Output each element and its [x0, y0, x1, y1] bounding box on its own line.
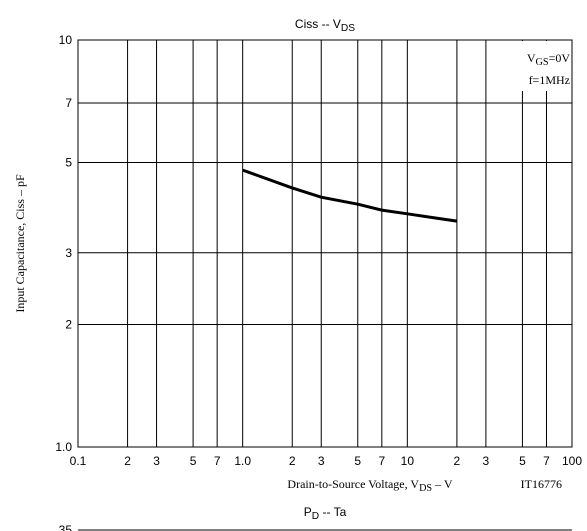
annotation-part: GS	[536, 57, 549, 68]
x-axis-label: Drain-to-Source Voltage, VDS – V	[287, 477, 452, 494]
chart-title-part: D	[312, 511, 319, 522]
x-tick-label: 5	[190, 454, 197, 468]
legend-box	[494, 41, 571, 91]
chart-title-part: -- Ta	[319, 505, 346, 519]
x-tick-label: 7	[214, 454, 221, 468]
y-tick-label: 2	[65, 317, 72, 331]
annotation: VGS=0V	[527, 51, 570, 68]
y-tick-label: 1.0	[55, 440, 72, 454]
chart-title-part: Ciss -- V	[295, 17, 341, 31]
x-tick-label: 3	[153, 454, 160, 468]
annotation-part: =0V	[549, 51, 571, 65]
x-axis-label-part: DS	[419, 483, 432, 494]
x-tick-label: 7	[378, 454, 385, 468]
chart-title: Ciss -- VDS	[295, 17, 355, 34]
x-tick-label: 100	[562, 454, 582, 468]
x-tick-label: 5	[354, 454, 361, 468]
x-tick-label: 10	[401, 454, 415, 468]
x-tick-label: 5	[519, 454, 526, 468]
annotation-part: V	[527, 51, 536, 65]
x-tick-label: 1.0	[234, 454, 251, 468]
x-tick-label: 0.1	[70, 454, 87, 468]
y-tick-label: 5	[65, 156, 72, 170]
x-tick-label: 7	[543, 454, 550, 468]
chart-title-part: DS	[341, 23, 355, 34]
x-tick-label: 2	[289, 454, 296, 468]
data-line	[242, 168, 458, 223]
y-axis-label: Input Capacitance, Ciss – pF	[13, 174, 27, 313]
x-tick-label: 3	[483, 454, 490, 468]
y-tick-label: 7	[65, 96, 72, 110]
chart-title: PD -- Ta	[304, 505, 347, 522]
x-tick-label: 2	[454, 454, 461, 468]
plot-area	[77, 39, 573, 448]
x-axis-label-part: Drain-to-Source Voltage, V	[287, 477, 419, 491]
chart-title-part: P	[304, 505, 312, 519]
x-tick-label: 2	[124, 454, 131, 468]
y-tick-label: 3	[65, 246, 72, 260]
x-tick-label: 3	[318, 454, 325, 468]
annotation: f=1MHz	[529, 73, 570, 87]
x-axis-label-part: – V	[432, 477, 453, 491]
y-tick-label: 35	[59, 523, 73, 531]
y-tick-label: 10	[59, 33, 73, 47]
annotation: IT16776	[521, 477, 562, 491]
